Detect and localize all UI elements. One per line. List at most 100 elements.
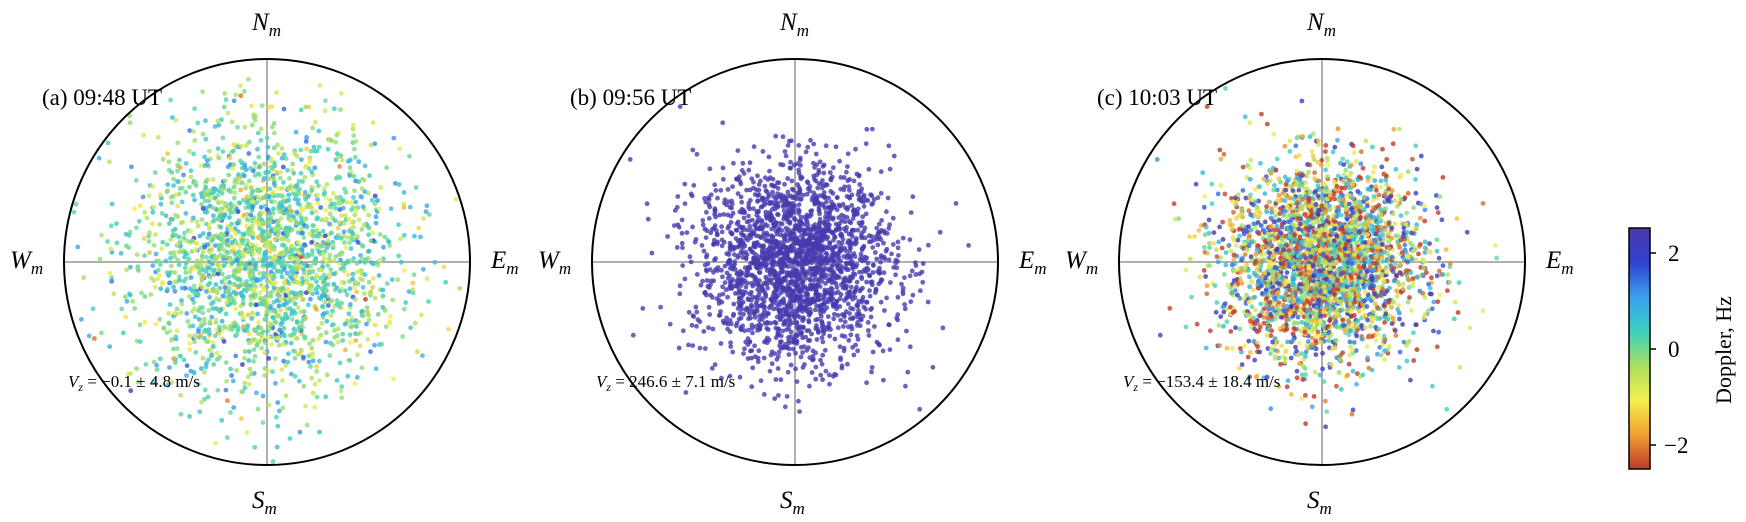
scatter-point	[312, 165, 318, 171]
scatter-point	[176, 191, 182, 197]
scatter-point	[229, 239, 235, 245]
scatter-point	[720, 274, 725, 280]
scatter-point	[272, 227, 278, 233]
scatter-point	[803, 334, 809, 340]
scatter-point	[218, 237, 224, 242]
scatter-point	[292, 373, 298, 379]
scatter-point	[627, 157, 633, 162]
scatter-point	[814, 264, 819, 270]
scatter-point	[173, 117, 179, 123]
scatter-point	[344, 199, 350, 205]
scatter-point	[871, 197, 877, 202]
scatter-point	[278, 216, 284, 222]
scatter-point	[878, 259, 883, 265]
scatter-point	[726, 199, 731, 205]
scatter-point	[751, 259, 757, 265]
scatter-point	[183, 189, 189, 195]
scatter-point	[301, 235, 307, 240]
scatter-point	[671, 223, 677, 229]
scatter-point	[260, 329, 266, 335]
scatter-point	[780, 244, 786, 250]
scatter-point	[158, 286, 164, 292]
scatter-point	[766, 337, 772, 343]
scatter-point	[916, 247, 922, 253]
scatter-point	[855, 192, 861, 198]
scatter-point	[327, 272, 333, 278]
scatter-point	[859, 198, 864, 204]
scatter-point	[700, 218, 706, 223]
scatter-point	[384, 281, 390, 286]
scatter-point	[775, 262, 781, 268]
scatter-point	[387, 243, 392, 249]
scatter-point	[310, 390, 316, 396]
scatter-point	[356, 319, 362, 325]
scatter-point	[352, 297, 358, 302]
scatter-point	[321, 251, 326, 257]
scatter-point	[691, 183, 697, 188]
scatter-point	[751, 206, 756, 212]
scatter-point	[778, 162, 783, 167]
scatter-point	[200, 305, 205, 310]
scatter-point	[1346, 332, 1352, 338]
scatter-point	[178, 411, 184, 417]
scatter-point	[264, 207, 270, 213]
scatter-point	[682, 201, 688, 207]
scatter-point	[725, 321, 731, 327]
scatter-point	[287, 255, 293, 260]
scatter-point	[840, 285, 846, 291]
scatter-point	[353, 279, 358, 285]
scatter-point	[218, 224, 224, 230]
scatter-point	[793, 350, 798, 356]
scatter-point	[763, 237, 768, 242]
scatter-point	[798, 354, 804, 360]
scatter-point	[238, 303, 244, 309]
scatter-point	[316, 358, 322, 364]
scatter-point	[804, 328, 810, 334]
scatter-point	[275, 219, 281, 224]
scatter-point	[381, 244, 386, 250]
scatter-point	[390, 297, 396, 303]
scatter-point	[342, 321, 348, 327]
scatter-point	[730, 349, 736, 355]
scatter-point	[788, 362, 794, 368]
scatter-point	[168, 255, 173, 261]
scatter-point	[157, 272, 162, 278]
scatter-point	[735, 176, 741, 182]
scatter-point	[210, 340, 216, 346]
scatter-point	[920, 279, 926, 285]
scatter-point	[1271, 131, 1277, 137]
scatter-point	[239, 180, 245, 186]
scatter-point	[658, 304, 663, 310]
scatter-point	[1303, 421, 1308, 427]
scatter-point	[1440, 175, 1446, 180]
scatter-point	[332, 335, 337, 340]
scatter-point	[270, 281, 276, 286]
scatter-point	[204, 361, 209, 366]
west-label-a: Wm	[10, 247, 43, 278]
scatter-point	[778, 339, 783, 345]
scatter-point	[356, 159, 362, 165]
scatter-point	[837, 304, 843, 309]
scatter-point	[79, 316, 84, 322]
scatter-point	[310, 291, 316, 297]
scatter-point	[198, 261, 204, 267]
scatter-point	[157, 222, 163, 227]
scatter-point	[119, 306, 125, 312]
scatter-point	[381, 256, 386, 262]
scatter-point	[869, 305, 874, 311]
scatter-point	[770, 189, 775, 195]
scatter-point	[730, 184, 735, 190]
scatter-point	[850, 216, 856, 222]
scatter-point	[780, 328, 786, 334]
scatter-point	[304, 280, 309, 286]
scatter-point	[426, 299, 431, 304]
scatter-point	[763, 188, 769, 194]
scatter-point	[795, 331, 800, 337]
scatter-point	[281, 251, 287, 257]
scatter-point	[930, 364, 936, 370]
scatter-point	[166, 321, 172, 327]
scatter-point	[813, 151, 819, 157]
scatter-point	[665, 234, 670, 239]
scatter-point	[325, 146, 331, 152]
scatter-point	[178, 244, 183, 249]
